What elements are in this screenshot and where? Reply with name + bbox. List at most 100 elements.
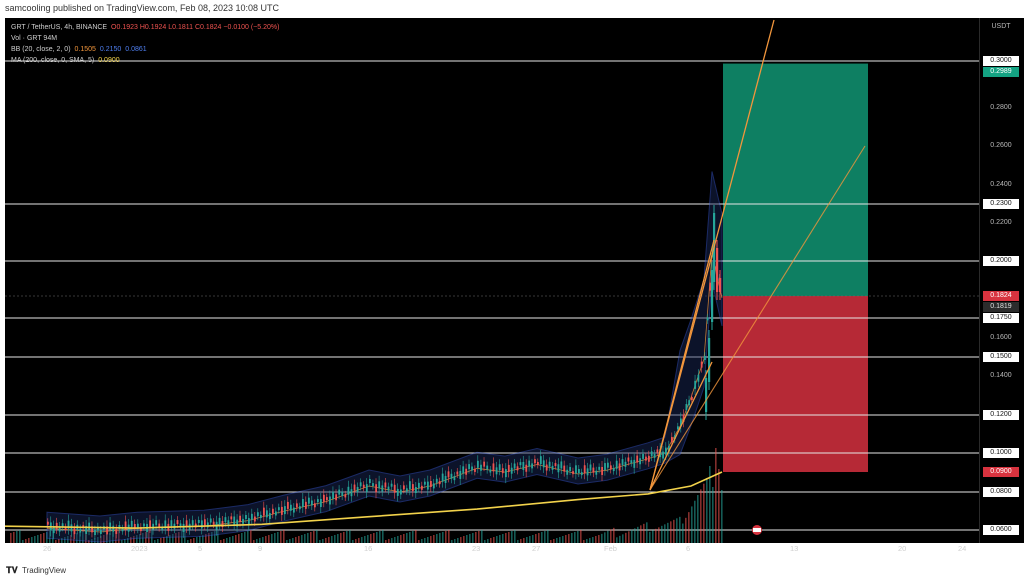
volume-bar	[184, 530, 186, 543]
candle-body	[578, 469, 580, 473]
volume-bar	[379, 531, 381, 543]
volume-bar	[142, 533, 144, 543]
volume-bar	[616, 537, 618, 543]
candle-body	[158, 523, 161, 528]
candle-body	[447, 471, 450, 478]
bollinger-band	[46, 171, 723, 543]
candle-body	[560, 461, 563, 469]
volume-bar	[583, 540, 585, 543]
volume-bar	[601, 533, 603, 543]
volume-bar	[187, 540, 189, 543]
candle-body	[284, 506, 286, 515]
candle-body	[320, 498, 322, 507]
volume-bar	[448, 530, 450, 543]
volume-bar	[496, 536, 498, 543]
candle-body	[332, 491, 334, 499]
candle-body	[182, 523, 185, 532]
moving-average-line	[4, 471, 723, 529]
candle-body	[501, 468, 504, 474]
volume-bar	[226, 538, 228, 543]
volume-bar	[238, 534, 240, 543]
candle-body	[462, 466, 465, 474]
candle-body	[580, 472, 583, 476]
volume-bar	[256, 539, 258, 543]
candle-body	[711, 270, 714, 322]
candle-body	[432, 483, 435, 489]
volume-bar	[454, 539, 456, 543]
volume-bar	[145, 532, 147, 543]
candle-body	[341, 492, 344, 497]
volume-bar	[466, 535, 468, 543]
price-tick: 0.3000	[983, 56, 1019, 66]
candle-body	[427, 481, 429, 490]
volume-bar	[61, 538, 63, 543]
volume-bar	[28, 538, 30, 543]
volume-bar	[277, 532, 279, 543]
volume-bar	[310, 532, 312, 543]
volume-bar	[421, 539, 423, 543]
price-tick: 0.1400	[990, 372, 1012, 379]
candle-body	[248, 518, 250, 526]
volume-bar	[685, 517, 687, 543]
volume-bar	[49, 531, 51, 543]
volume-bar	[148, 531, 150, 543]
candle-body	[335, 494, 338, 501]
price-tick: 0.2400	[990, 181, 1012, 188]
volume-bar	[127, 538, 129, 543]
candle-body	[387, 486, 390, 491]
volume-bar	[103, 535, 105, 543]
candle-body	[251, 513, 253, 520]
candle-body	[492, 463, 495, 472]
candle-body	[583, 465, 586, 474]
volume-bar	[610, 529, 612, 543]
candle-body	[668, 445, 670, 452]
candle-body	[224, 517, 227, 523]
candle-body	[121, 528, 124, 532]
candle-body	[618, 463, 621, 471]
volume-bar	[133, 536, 135, 543]
candle-body	[636, 455, 639, 463]
candle-body	[607, 462, 609, 468]
volume-bar	[691, 506, 693, 543]
candle-body	[653, 453, 656, 458]
volume-bar	[388, 539, 390, 543]
volume-bar	[121, 540, 123, 543]
candle-body	[677, 426, 679, 430]
candle-body	[212, 521, 215, 525]
candle-body	[630, 460, 633, 464]
candle-body	[221, 521, 224, 528]
candle-body	[155, 520, 158, 526]
candle-body	[209, 518, 212, 523]
volume-bar	[604, 532, 606, 543]
candle-body	[338, 489, 341, 495]
candle-body	[381, 485, 384, 492]
candle-body	[200, 520, 203, 529]
volume-bar	[391, 538, 393, 543]
candle-body	[204, 519, 206, 526]
candle-body	[575, 465, 577, 474]
volume-bar	[622, 534, 624, 543]
volume-bar	[592, 537, 594, 543]
volume-bar	[196, 537, 198, 543]
volume-bar	[331, 536, 333, 543]
volume-bar	[427, 537, 429, 543]
current-price-label-2: 0.1819	[983, 302, 1019, 312]
volume-bar	[703, 483, 705, 543]
candle-body	[197, 519, 200, 523]
volume-bar	[190, 539, 192, 543]
volume-bar	[721, 490, 723, 543]
candle-body	[278, 507, 280, 511]
candle-body	[293, 507, 295, 513]
candle-body	[290, 504, 292, 511]
volume-bar	[502, 534, 504, 543]
candle-body	[52, 526, 55, 534]
candle-body	[206, 522, 209, 528]
volume-bar	[634, 528, 636, 543]
volume-bar	[520, 539, 522, 543]
volume-bar	[10, 533, 12, 543]
candle-body	[365, 484, 368, 493]
ma-label: MA (200, close, 0, SMA, 5)	[11, 57, 95, 64]
volume-bar	[436, 534, 438, 543]
candle-body	[369, 479, 371, 483]
